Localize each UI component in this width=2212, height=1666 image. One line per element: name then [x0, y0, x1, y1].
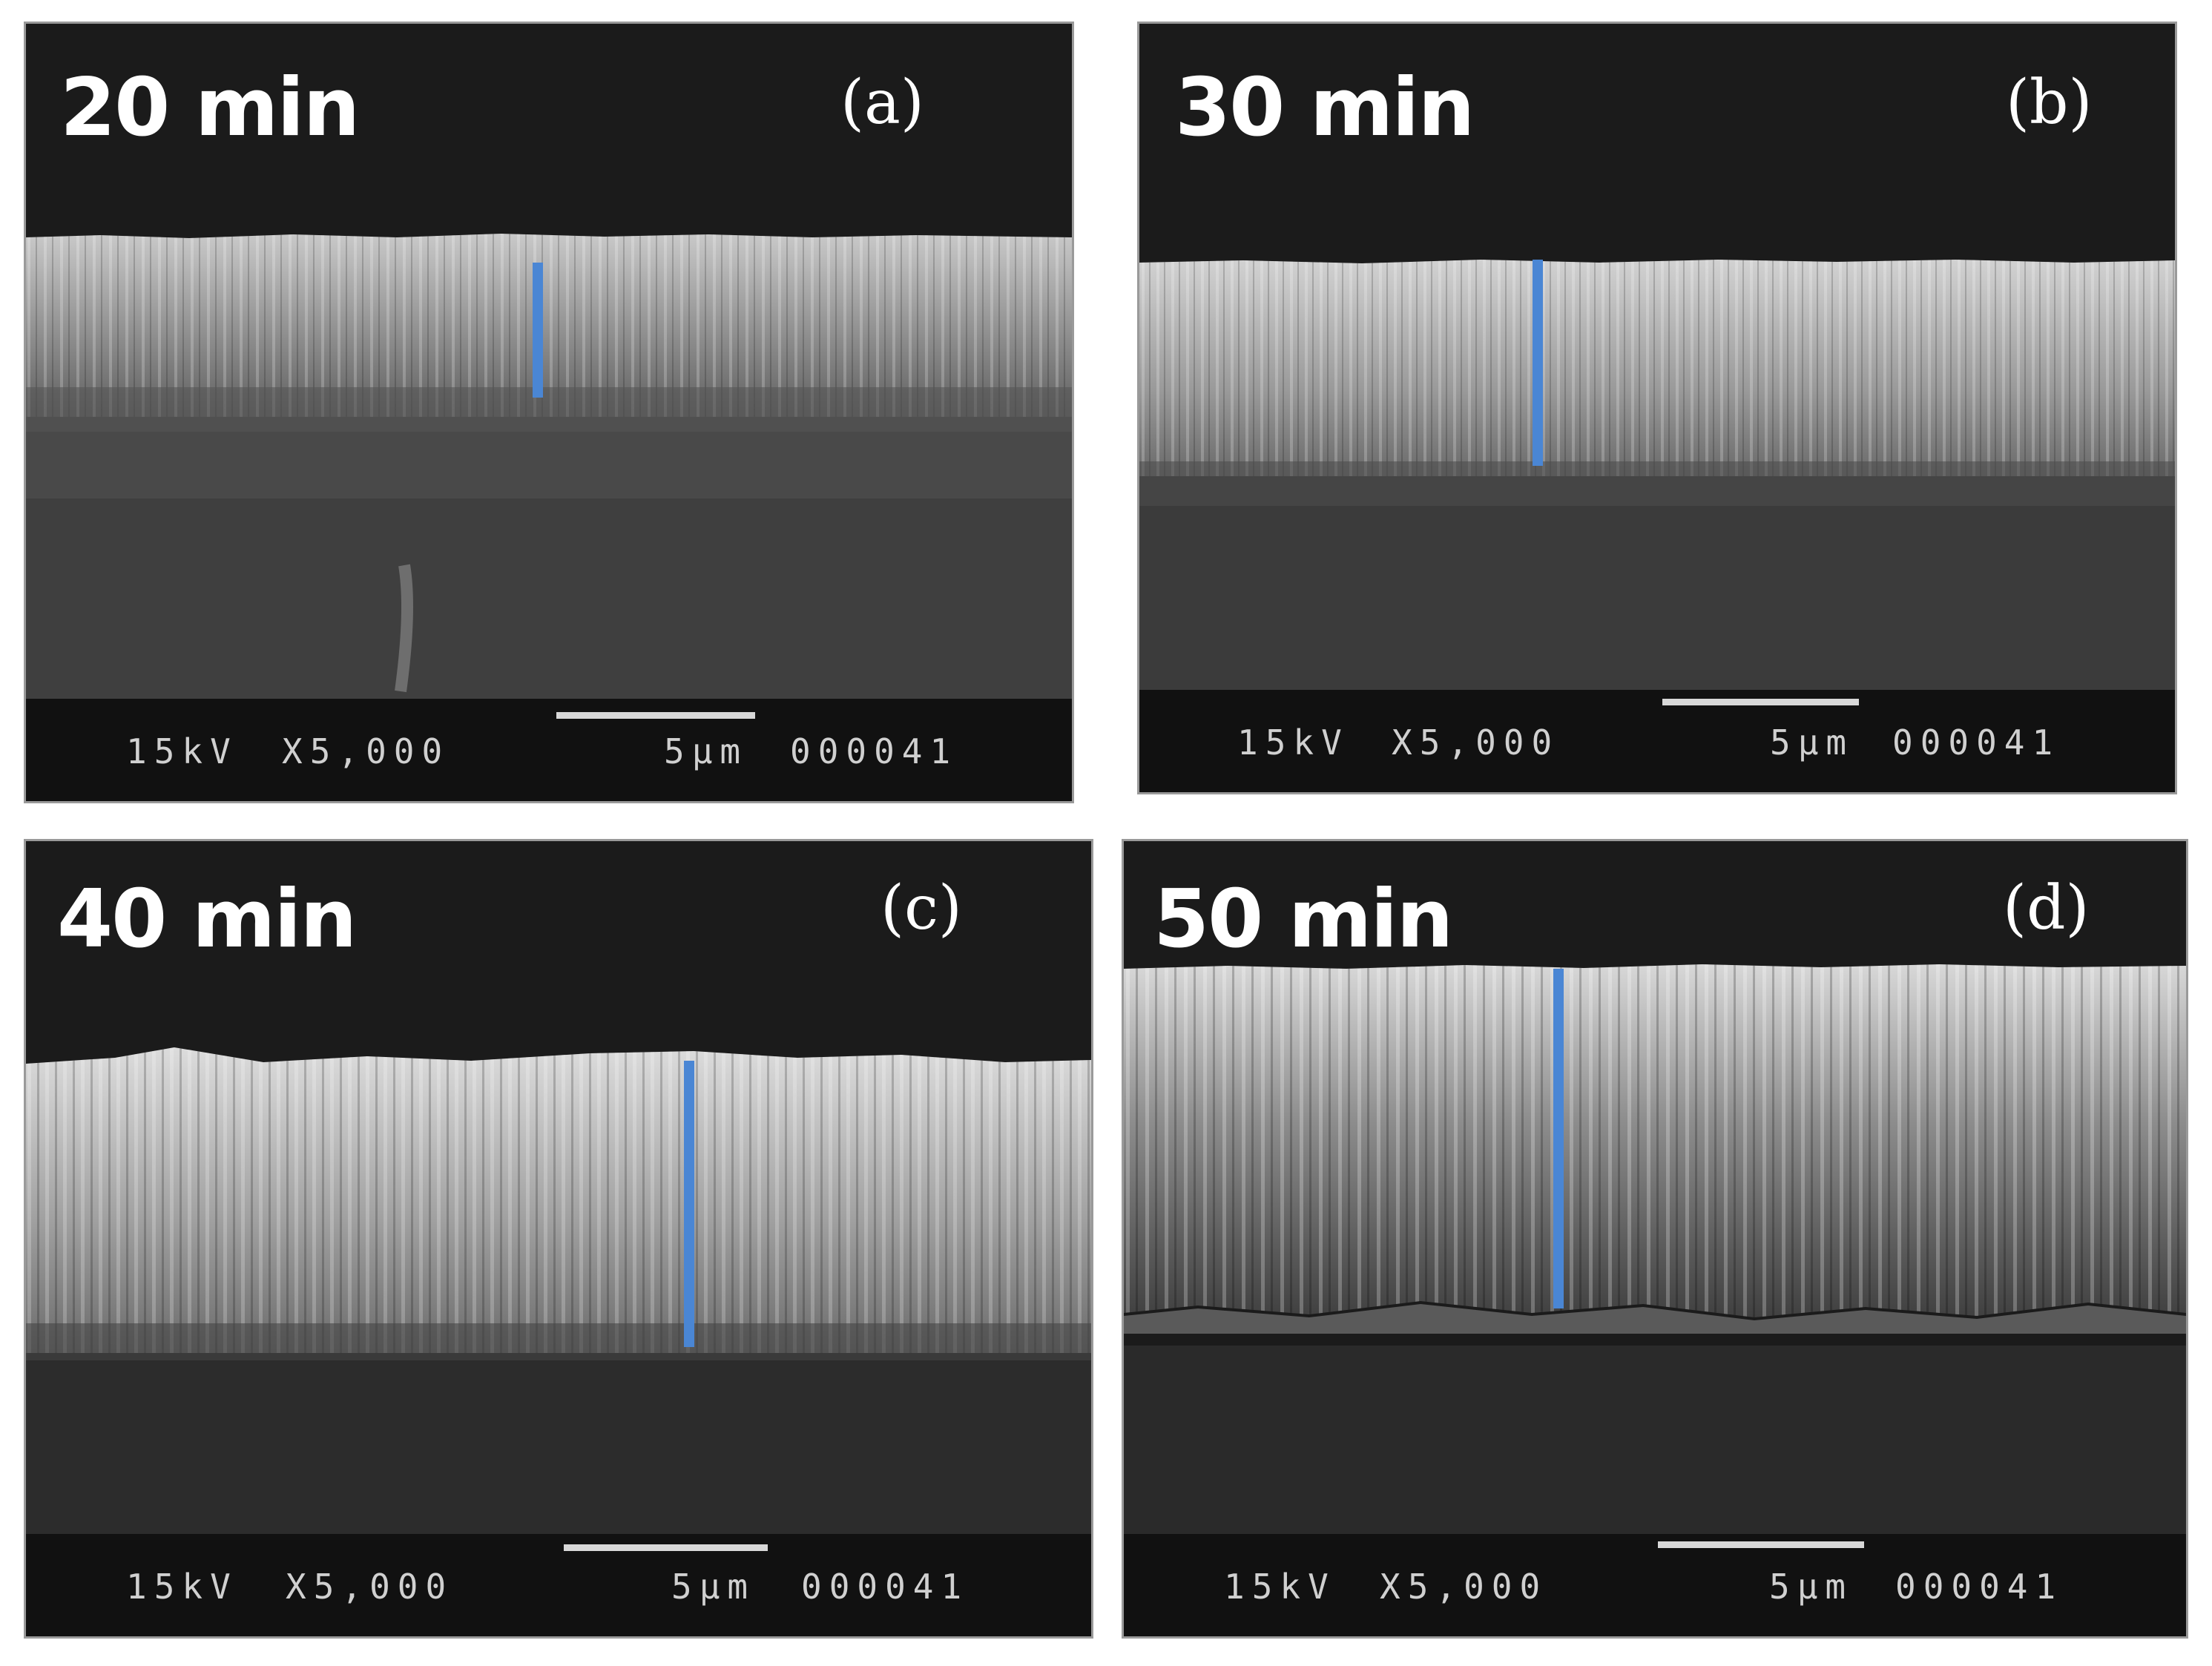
- voltage-c: 15kV: [126, 1567, 238, 1607]
- info-bar-c: 15kV X5,000 5µm 000041: [26, 1534, 1091, 1636]
- time-label-d: 50 min: [1153, 873, 1453, 966]
- measurement-line-b: [1533, 260, 1543, 466]
- sem-panel-c: 40 min (c) 15kV X5,000 5µm 000041: [24, 839, 1093, 1639]
- time-label-c: 40 min: [57, 873, 357, 966]
- sem-panel-d: 50 min (d) 15kV X5,000 5µm 000041: [1122, 839, 2188, 1639]
- info-bar-a: 15kV X5,000 5µm 000041: [26, 699, 1072, 801]
- scale-label-b: 5µm: [1770, 722, 1854, 763]
- magnification-c: X5,000: [286, 1567, 454, 1607]
- scale-label-c: 5µm: [671, 1567, 756, 1607]
- scale-bar-d: [1658, 1541, 1864, 1548]
- sem-image-c: [26, 841, 1091, 1636]
- info-bar-b: 15kV X5,000 5µm 000041: [1139, 690, 2175, 792]
- image-number-d: 000041: [1895, 1567, 2064, 1607]
- voltage-d: 15kV: [1224, 1567, 1336, 1607]
- magnification-b: X5,000: [1392, 722, 1560, 763]
- image-number-b: 000041: [1892, 722, 2061, 763]
- voltage-b: 15kV: [1237, 722, 1349, 763]
- panel-letter-b: (b): [2006, 68, 2093, 138]
- image-number-c: 000041: [801, 1567, 970, 1607]
- sem-image-b: [1139, 24, 2175, 792]
- voltage-a: 15kV: [126, 731, 238, 771]
- time-label-b: 30 min: [1175, 62, 1475, 154]
- magnification-d: X5,000: [1380, 1567, 1548, 1607]
- scale-bar-b: [1662, 699, 1859, 705]
- image-number-a: 000041: [790, 731, 958, 771]
- panel-letter-d: (d): [2003, 873, 2090, 944]
- panel-letter-c: (c): [880, 873, 962, 944]
- sem-image-d: [1124, 841, 2186, 1636]
- sem-panel-a: 20 min (a) 15kV X5,000 5µm 000041: [24, 22, 1074, 803]
- sem-panel-b: 30 min (b) 15kV X5,000 5µm 000041: [1137, 22, 2177, 794]
- time-label-a: 20 min: [60, 62, 360, 154]
- scale-label-d: 5µm: [1769, 1567, 1854, 1607]
- info-bar-d: 15kV X5,000 5µm 000041: [1124, 1534, 2186, 1636]
- measurement-line-a: [533, 263, 543, 398]
- measurement-line-d: [1553, 969, 1564, 1308]
- scale-bar-a: [556, 712, 755, 719]
- scale-label-a: 5µm: [664, 731, 748, 771]
- magnification-a: X5,000: [282, 731, 450, 771]
- panel-letter-a: (a): [840, 68, 924, 138]
- scale-bar-c: [564, 1544, 768, 1551]
- measurement-line-c: [684, 1061, 694, 1347]
- sem-image-a: [26, 24, 1072, 801]
